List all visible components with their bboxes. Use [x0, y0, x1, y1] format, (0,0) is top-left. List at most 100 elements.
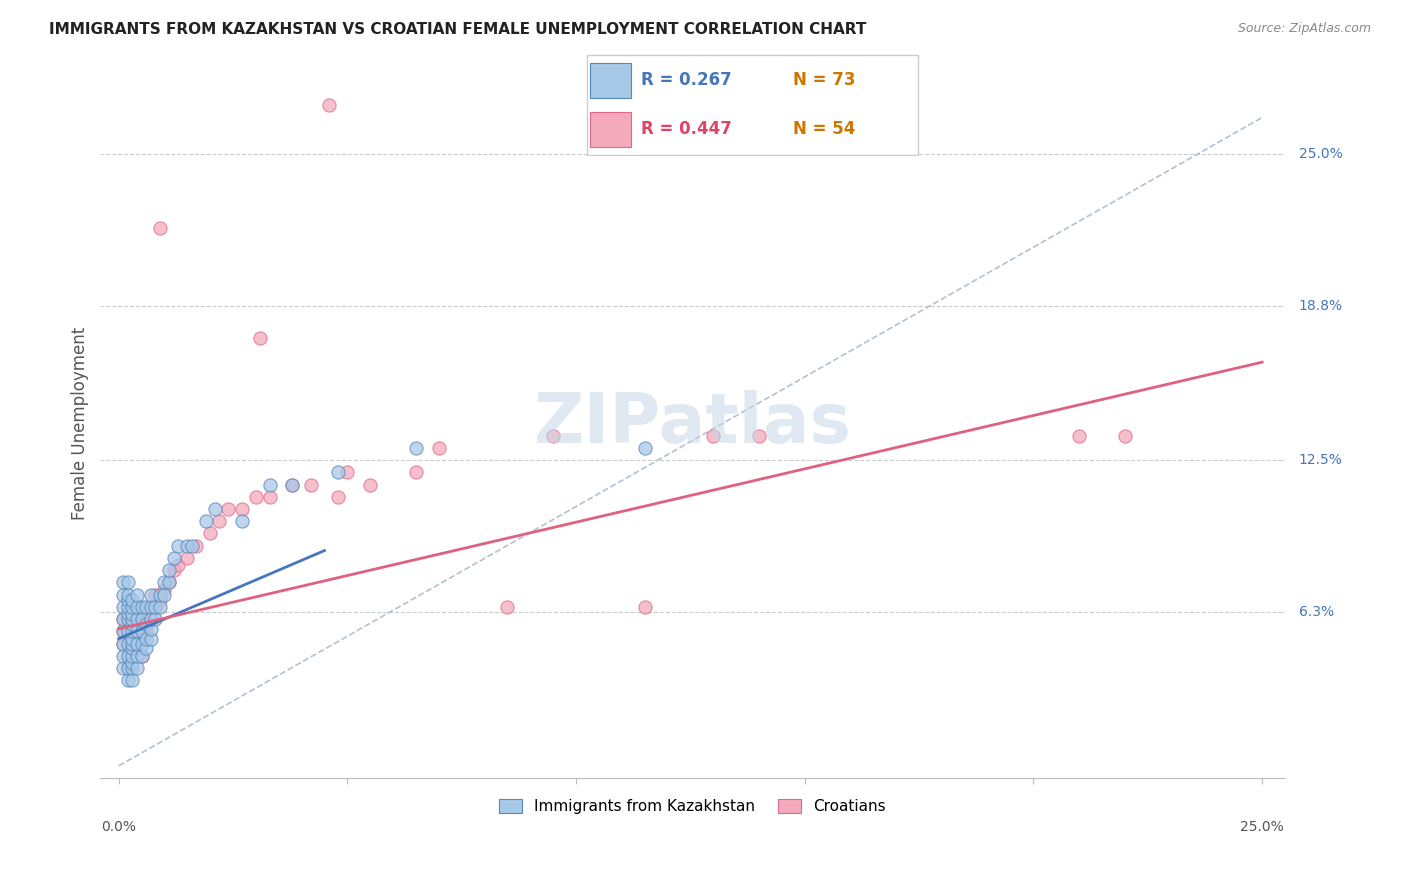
Text: N = 73: N = 73: [793, 71, 855, 89]
Point: [135, 641, 157, 656]
Point: [121, 607, 143, 622]
Point: [139, 612, 162, 626]
Point: [131, 648, 153, 663]
Point: [112, 624, 135, 639]
Point: [259, 477, 281, 491]
Point: [496, 599, 519, 614]
Point: [143, 588, 166, 602]
Point: [121, 624, 143, 639]
Point: [117, 624, 139, 639]
Point: [117, 648, 139, 663]
Text: 25.0%: 25.0%: [1240, 820, 1284, 834]
Text: 6.3%: 6.3%: [1299, 605, 1334, 619]
Point: [112, 636, 135, 650]
Point: [359, 477, 381, 491]
Point: [139, 599, 162, 614]
Point: [125, 636, 148, 650]
Point: [117, 636, 139, 650]
Point: [121, 612, 143, 626]
Point: [405, 465, 427, 479]
Point: [117, 648, 139, 663]
Point: [121, 656, 143, 670]
Point: [112, 612, 135, 626]
Point: [125, 661, 148, 675]
Point: [204, 502, 226, 516]
Point: [117, 575, 139, 590]
Point: [176, 539, 198, 553]
Point: [157, 575, 180, 590]
Point: [112, 599, 135, 614]
Text: N = 54: N = 54: [793, 120, 855, 138]
Point: [117, 588, 139, 602]
Point: [117, 673, 139, 688]
Point: [167, 558, 190, 573]
FancyBboxPatch shape: [586, 54, 918, 155]
Point: [149, 588, 172, 602]
Point: [117, 624, 139, 639]
Point: [281, 477, 304, 491]
Point: [125, 588, 148, 602]
Point: [121, 612, 143, 626]
Point: [112, 661, 135, 675]
Point: [131, 636, 153, 650]
Point: [112, 588, 135, 602]
Point: [336, 465, 359, 479]
Point: [121, 636, 143, 650]
Point: [117, 636, 139, 650]
Point: [131, 612, 153, 626]
Point: [231, 502, 253, 516]
Point: [299, 477, 322, 491]
Legend: Immigrants from Kazakhstan, Croatians: Immigrants from Kazakhstan, Croatians: [494, 793, 893, 820]
Point: [125, 648, 148, 663]
Point: [149, 220, 172, 235]
Point: [139, 622, 162, 636]
Point: [149, 592, 172, 607]
Point: [117, 612, 139, 626]
Point: [131, 648, 153, 663]
Point: [125, 612, 148, 626]
Point: [121, 648, 143, 663]
Point: [143, 612, 166, 626]
Point: [121, 648, 143, 663]
Point: [112, 612, 135, 626]
Point: [117, 661, 139, 675]
Point: [186, 539, 208, 553]
Point: [112, 648, 135, 663]
Point: [328, 465, 350, 479]
Point: [427, 441, 450, 455]
Point: [143, 599, 166, 614]
Point: [121, 673, 143, 688]
Point: [112, 636, 135, 650]
Point: [131, 624, 153, 639]
Point: [121, 636, 143, 650]
Point: [231, 514, 253, 528]
Point: [748, 428, 770, 442]
Point: [208, 514, 231, 528]
Point: [162, 550, 184, 565]
Point: [125, 624, 148, 639]
FancyBboxPatch shape: [591, 112, 631, 147]
Point: [249, 331, 271, 345]
Point: [194, 514, 217, 528]
Point: [634, 599, 657, 614]
Point: [281, 477, 304, 491]
Point: [1069, 428, 1091, 442]
Text: IMMIGRANTS FROM KAZAKHSTAN VS CROATIAN FEMALE UNEMPLOYMENT CORRELATION CHART: IMMIGRANTS FROM KAZAKHSTAN VS CROATIAN F…: [49, 22, 866, 37]
Point: [131, 599, 153, 614]
Point: [125, 624, 148, 639]
Point: [153, 588, 176, 602]
Point: [318, 98, 340, 112]
Point: [139, 599, 162, 614]
Point: [198, 526, 221, 541]
Point: [162, 563, 184, 577]
Point: [167, 539, 190, 553]
Text: 25.0%: 25.0%: [1299, 147, 1343, 161]
Text: 18.8%: 18.8%: [1299, 299, 1343, 313]
Text: R = 0.447: R = 0.447: [641, 120, 731, 138]
Point: [117, 599, 139, 614]
Point: [135, 617, 157, 632]
Point: [157, 563, 180, 577]
Point: [125, 612, 148, 626]
Point: [245, 490, 267, 504]
Text: 12.5%: 12.5%: [1299, 453, 1343, 467]
